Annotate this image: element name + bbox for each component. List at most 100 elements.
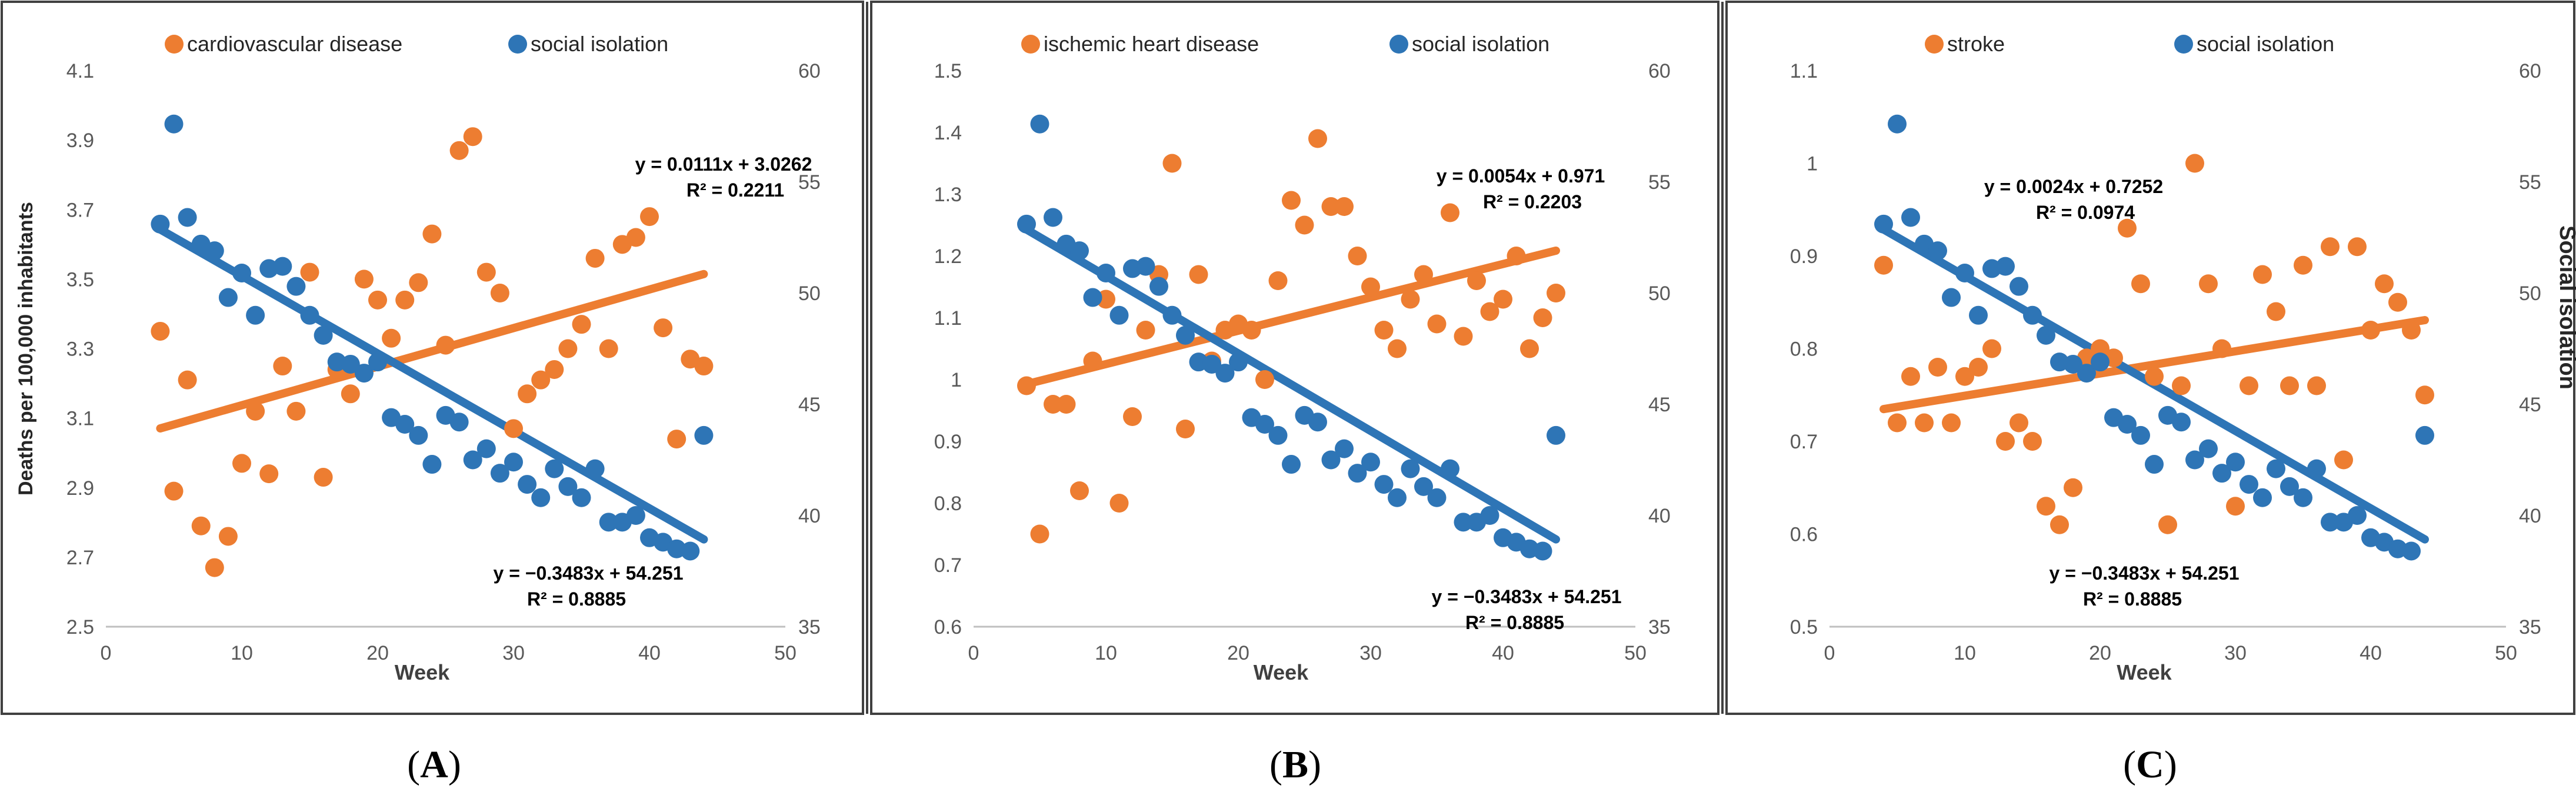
data-point-isolation — [409, 425, 428, 445]
x-tick-label: 50 — [1624, 642, 1647, 664]
y-left-tick-label: 0.9 — [1790, 245, 1818, 268]
legend-label: social isolation — [531, 32, 668, 56]
legend-label: stroke — [1947, 32, 2005, 56]
data-point-disease — [2091, 339, 2110, 358]
data-point-disease — [2118, 218, 2137, 238]
panel-caption-b-letter: B — [1282, 743, 1309, 786]
trend-equation-disease: y = 0.0024x + 0.7252 — [1984, 176, 2163, 197]
y-left-tick-label: 1.2 — [934, 245, 962, 268]
y-left-tick-label: 2.5 — [66, 616, 94, 638]
x-tick-label: 10 — [1095, 642, 1117, 664]
data-point-isolation — [599, 513, 618, 532]
data-point-disease — [2172, 376, 2191, 395]
data-point-isolation — [1874, 214, 1893, 234]
data-point-disease — [2226, 497, 2245, 516]
data-point-disease — [667, 430, 687, 449]
data-point-disease — [1255, 370, 1274, 389]
data-point-isolation — [341, 354, 360, 374]
data-point-isolation — [1083, 288, 1102, 307]
data-point-isolation — [545, 459, 564, 478]
data-point-disease — [300, 262, 319, 282]
data-point-isolation — [286, 277, 306, 296]
x-tick-label: 0 — [968, 642, 979, 664]
data-point-disease — [1308, 129, 1327, 148]
data-point-disease — [1969, 358, 1988, 377]
y-right-tick-label: 60 — [1648, 60, 1671, 82]
data-point-disease — [626, 228, 645, 247]
data-point-isolation — [1888, 114, 1907, 134]
data-point-isolation — [449, 413, 469, 432]
legend-label: ischemic heart disease — [1044, 32, 1259, 56]
data-point-isolation — [2280, 477, 2299, 496]
x-tick-label: 50 — [2495, 642, 2517, 664]
y-left-tick-label: 1.1 — [934, 307, 962, 330]
legend-marker-isolation — [2174, 35, 2193, 54]
data-point-isolation — [2145, 455, 2164, 474]
data-point-isolation — [2415, 425, 2434, 445]
data-point-disease — [2158, 515, 2177, 534]
legend-label: cardiovascular disease — [187, 32, 402, 56]
data-point-isolation — [1136, 257, 1155, 276]
y-right-tick-label: 35 — [798, 616, 821, 638]
data-point-disease — [504, 419, 523, 438]
data-point-isolation — [178, 208, 197, 227]
data-point-isolation — [2348, 506, 2367, 525]
data-point-disease — [2402, 321, 2421, 340]
data-point-isolation — [2172, 413, 2191, 432]
x-axis-title: Week — [2117, 660, 2172, 684]
y-left-tick-label: 4.1 — [66, 60, 94, 82]
data-point-disease — [1996, 432, 2015, 451]
y-right-tick-label: 35 — [2519, 616, 2541, 638]
data-point-isolation — [2023, 305, 2042, 325]
legend-marker-isolation — [1389, 35, 1408, 54]
x-tick-label: 10 — [231, 642, 253, 664]
data-point-isolation — [1348, 464, 1367, 483]
data-point-disease — [409, 273, 428, 292]
data-point-isolation — [151, 214, 170, 234]
data-point-disease — [1189, 265, 1208, 284]
y-left-tick-label: 3.7 — [66, 199, 94, 221]
data-point-isolation — [1955, 263, 1974, 282]
data-point-disease — [2348, 237, 2367, 257]
data-point-isolation — [232, 263, 251, 282]
data-point-isolation — [1044, 208, 1062, 227]
trend-r2-disease: R² = 0.2203 — [1483, 191, 1582, 212]
data-point-disease — [314, 468, 333, 487]
trend-r2-isolation: R² = 0.8885 — [1465, 612, 1564, 633]
data-point-disease — [1162, 154, 1182, 173]
y-left-tick-label: 3.9 — [66, 129, 94, 152]
y-left-tick-label: 2.7 — [66, 547, 94, 569]
data-point-isolation — [2064, 354, 2082, 374]
data-point-isolation — [2077, 364, 2096, 383]
data-point-disease — [1057, 395, 1076, 414]
data-point-isolation — [1374, 475, 1394, 494]
data-point-disease — [572, 315, 591, 334]
data-point-disease — [2361, 321, 2380, 340]
legend-label: social isolation — [2197, 32, 2334, 56]
data-point-isolation — [1480, 506, 1499, 525]
x-tick-label: 40 — [638, 642, 661, 664]
data-point-isolation — [1070, 241, 1089, 261]
data-point-isolation — [2131, 425, 2150, 445]
data-point-disease — [2023, 432, 2042, 451]
trendline-disease — [1022, 246, 1560, 388]
data-point-isolation — [1533, 541, 1552, 561]
x-axis-title: Week — [1254, 660, 1309, 684]
data-point-disease — [1955, 367, 1974, 386]
data-point-disease — [654, 318, 673, 338]
data-point-isolation — [572, 488, 591, 507]
data-point-disease — [1520, 339, 1539, 358]
legend-marker-isolation — [508, 35, 527, 54]
data-point-disease — [1388, 339, 1407, 358]
x-tick-label: 0 — [101, 642, 112, 664]
data-point-disease — [218, 527, 238, 546]
y-right-tick-label: 40 — [1648, 505, 1671, 527]
data-point-isolation — [1282, 455, 1301, 474]
data-point-disease — [1467, 271, 1486, 290]
data-point-isolation — [2199, 439, 2218, 458]
data-point-isolation — [1321, 450, 1341, 470]
data-point-isolation — [476, 439, 496, 458]
data-point-isolation — [626, 506, 645, 525]
data-point-disease — [1361, 277, 1380, 297]
